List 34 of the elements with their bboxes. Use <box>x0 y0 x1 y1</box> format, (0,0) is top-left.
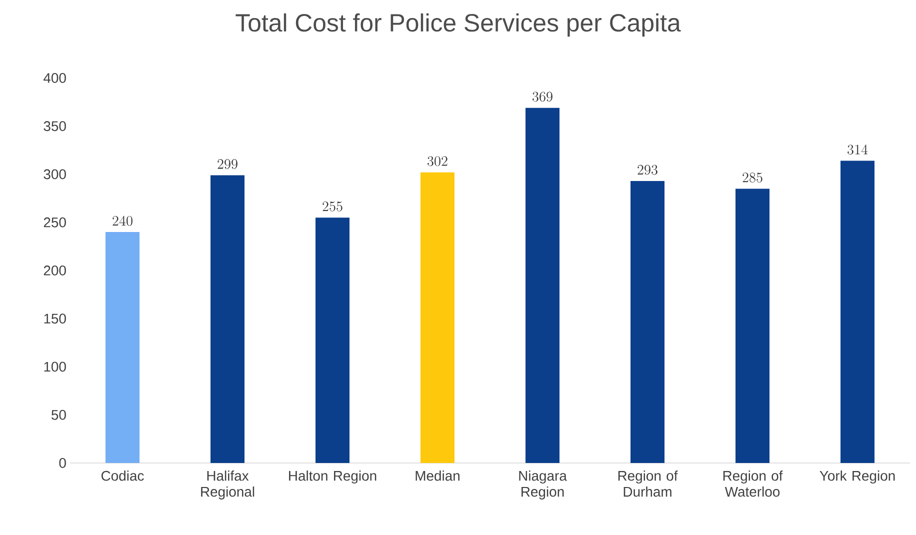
data-label: 255 <box>322 202 342 212</box>
y-tick-label: 200 <box>44 266 66 276</box>
data-label: 293 <box>638 164 658 175</box>
x-tick-label: Codiac <box>101 470 144 481</box>
x-tick-label: Region of Waterloo <box>723 470 783 497</box>
bar <box>420 172 454 463</box>
bar <box>316 218 350 463</box>
data-label: 299 <box>218 159 238 169</box>
y-tick-label: 100 <box>44 362 66 372</box>
x-tick-label: Median <box>416 470 460 481</box>
y-tick-label: 0 <box>59 458 66 468</box>
bar <box>526 108 560 463</box>
y-tick-label: 250 <box>44 217 66 228</box>
y-tick-label: 50 <box>52 410 66 420</box>
x-tick-label: Niagara Region <box>519 470 567 500</box>
x-tick-label: Halton Region <box>289 470 376 484</box>
bar <box>210 175 244 463</box>
bar <box>106 232 140 463</box>
bar <box>840 160 874 463</box>
x-tick-label: York Region <box>820 470 895 484</box>
bar <box>630 180 664 463</box>
data-label: 240 <box>112 216 132 226</box>
data-label: 314 <box>848 144 868 155</box>
y-tick-label: 300 <box>44 169 66 180</box>
data-label: 302 <box>428 156 448 166</box>
x-tick-label: Halifax Regional <box>201 470 254 500</box>
y-tick-label: 400 <box>44 73 66 83</box>
y-tick-label: 350 <box>44 121 66 132</box>
y-tick-label: 150 <box>44 314 66 324</box>
chart-title: Total Cost for Police Services per Capita <box>236 13 681 37</box>
data-label: 369 <box>532 92 552 102</box>
x-tick-label: Region of Durham <box>618 470 678 497</box>
bar <box>736 188 770 463</box>
data-label: 285 <box>742 172 762 182</box>
